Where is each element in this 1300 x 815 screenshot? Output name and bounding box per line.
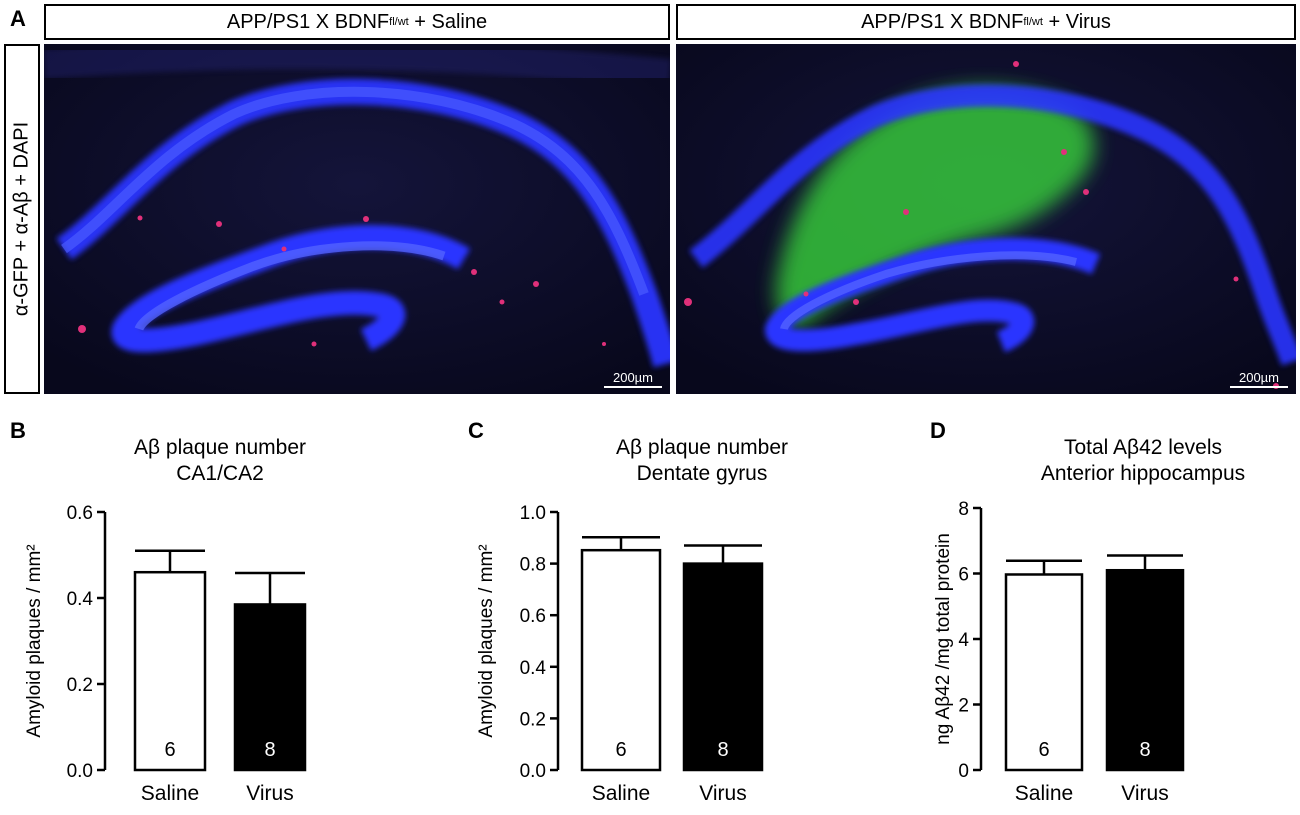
virus-header-prefix: APP/PS1 X BDNF (861, 10, 1024, 33)
stain-label: α-GFP + α-Aβ + DAPI (10, 121, 33, 317)
virus-header-sup: fl/wt (1023, 16, 1043, 28)
bar-saline (1004, 573, 1084, 772)
saline-hippocampus-image (44, 44, 670, 394)
panel-letter-b: B (10, 418, 26, 443)
y-tick-label: 0.6 (520, 606, 546, 627)
chart-title-line: Dentate gyrus (637, 462, 768, 485)
bar-n-label: 8 (264, 739, 275, 761)
y-axis-label: Amyloid plaques / mm² (476, 544, 497, 737)
virus-header-suffix: + Virus (1042, 10, 1111, 33)
saline-header-suffix: + Saline (408, 10, 488, 33)
chart-title-line: Aβ plaque number (616, 436, 788, 459)
virus-hippocampus-image (676, 44, 1296, 394)
y-tick-label: 0.6 (67, 503, 93, 524)
chart-title-line: Aβ plaque number (134, 436, 306, 459)
virus-scalebar: 200µm (1230, 370, 1288, 388)
y-tick-label: 6 (958, 565, 969, 586)
y-tick-label: 8 (958, 499, 969, 520)
saline-micrograph: 200µm (44, 44, 670, 394)
chart-title-line: CA1/CA2 (176, 462, 264, 485)
saline-header-prefix: APP/PS1 X BDNF (226, 10, 390, 33)
chart-title-line: Total Aβ42 levels (1064, 436, 1222, 459)
panel-letter-a: A (10, 6, 26, 31)
category-label: Saline (592, 782, 650, 805)
category-label: Virus (1121, 782, 1168, 805)
chart-d-svg: Total Aβ42 levels Anterior hippocampus 0 2 4… (933, 436, 1245, 805)
y-tick-label: 0.2 (520, 709, 546, 730)
bar-virus (233, 603, 307, 772)
y-tick-label: 1.0 (520, 503, 546, 524)
chart-c: Aβ plaque number Dentate gyrus 0.0 0.2 0.4 0.… (450, 420, 900, 810)
y-tick-label: 0 (958, 761, 969, 782)
y-tick-label: 0.4 (520, 658, 547, 679)
y-tick-label: 0.0 (520, 761, 546, 782)
y-axis-label: Amyloid plaques / mm² (24, 544, 45, 737)
bar-virus (682, 562, 764, 772)
y-tick-label: 2 (958, 696, 969, 717)
y-tick-label: 0.4 (67, 589, 94, 610)
chart-c-svg: Aβ plaque number Dentate gyrus 0.0 0.2 0.4 0.… (476, 436, 788, 805)
saline-scalebar: 200µm (604, 370, 662, 388)
category-label: Saline (141, 782, 199, 805)
saline-scalebar-label: 200µm (612, 370, 653, 385)
saline-header: APP/PS1 X BDNF fl/wt + Saline (44, 4, 670, 40)
virus-scalebar-line (1230, 386, 1288, 388)
bar-saline (133, 570, 207, 772)
y-tick-label: 0.0 (67, 761, 93, 782)
y-axis-label: ng Aβ42 /mg total protein (933, 533, 954, 745)
virus-scalebar-label: 200µm (1238, 370, 1279, 385)
bar-n-label: 6 (1038, 739, 1049, 761)
category-label: Saline (1015, 782, 1073, 805)
chart-d: Total Aβ42 levels Anterior hippocampus 0 2 4… (900, 420, 1300, 810)
saline-header-sup: fl/wt (389, 16, 409, 28)
saline-scalebar-line (604, 386, 662, 388)
category-label: Virus (246, 782, 293, 805)
chart-b: Aβ plaque number CA1/CA2 0.0 0.2 0.4 0.6 Amylo… (0, 420, 450, 810)
bar-n-label: 6 (164, 739, 175, 761)
y-tick-label: 4 (958, 630, 969, 651)
y-tick-label: 0.2 (67, 675, 93, 696)
panel-letter-d: D (930, 418, 946, 443)
bar-virus (1105, 568, 1185, 772)
y-tick-label: 0.8 (520, 555, 546, 576)
chart-title-line: Anterior hippocampus (1041, 462, 1245, 485)
virus-micrograph: 200µm (676, 44, 1296, 394)
bar-saline (580, 548, 662, 772)
virus-header: APP/PS1 X BDNF fl/wt + Virus (676, 4, 1296, 40)
bar-n-label: 8 (1139, 739, 1150, 761)
category-label: Virus (699, 782, 746, 805)
chart-b-svg: Aβ plaque number CA1/CA2 0.0 0.2 0.4 0.6 Amylo… (24, 436, 307, 805)
bar-n-label: 8 (717, 739, 728, 761)
stain-label-box: α-GFP + α-Aβ + DAPI (4, 44, 40, 394)
bar-n-label: 6 (615, 739, 626, 761)
panel-letter-c: C (468, 418, 484, 443)
